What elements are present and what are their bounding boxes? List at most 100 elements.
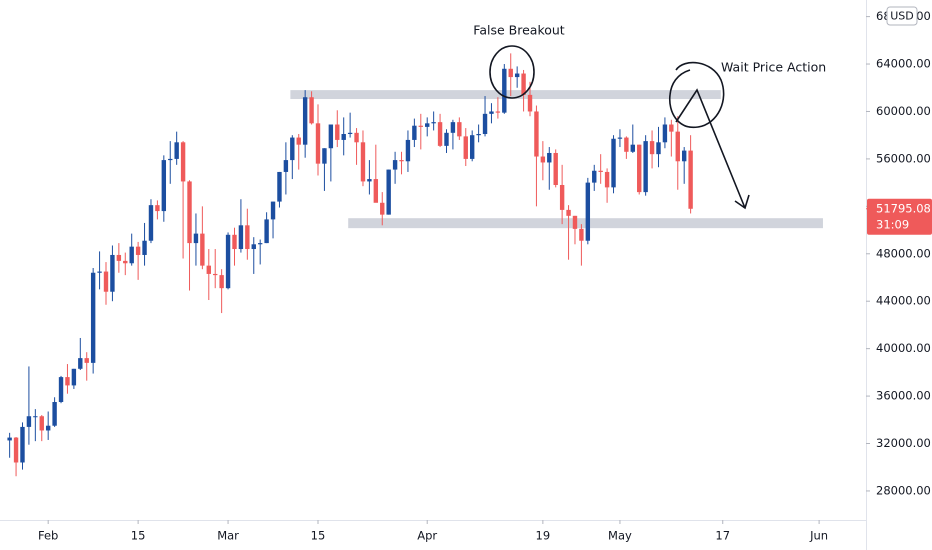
candle-body [7, 437, 12, 441]
candle-body [180, 142, 186, 182]
candle-body [675, 131, 680, 162]
x-tick-label: Apr [417, 529, 437, 543]
candle-body [514, 73, 520, 78]
candle-body [502, 68, 507, 113]
candle-body [219, 275, 224, 289]
candle-body [110, 254, 115, 292]
x-tick-label: Mar [217, 529, 239, 543]
candle-body [585, 182, 591, 241]
candle-body [13, 437, 19, 463]
candle-body [174, 142, 179, 159]
candle-body [559, 184, 565, 210]
candle-body [33, 416, 38, 418]
candle-body [547, 152, 552, 163]
annotation-text: Wait Price Action [721, 60, 826, 75]
candle-body [463, 136, 468, 159]
candle-body [592, 170, 597, 183]
candle-body [418, 125, 423, 127]
y-tick-label: 48000.00 [876, 246, 931, 260]
candle-body [315, 123, 321, 164]
candle-body [412, 125, 417, 140]
x-tick-label: 19 [536, 529, 551, 543]
candle-body [257, 243, 263, 245]
countdown-label: 31:09 [876, 217, 909, 231]
x-tick-label: 15 [131, 529, 146, 543]
candle-body [200, 233, 205, 266]
x-tick-label: May [608, 529, 632, 543]
candle-body [540, 156, 546, 163]
candle-body [232, 234, 237, 250]
candle-body [444, 132, 449, 146]
candle-body [553, 152, 558, 185]
candle-body [302, 97, 308, 145]
y-tick-label: 32000.00 [876, 436, 931, 450]
candle-body [656, 142, 661, 155]
candle-body [45, 425, 51, 431]
candle-body [213, 273, 218, 276]
candle-body [604, 171, 610, 188]
candle-body [681, 150, 687, 162]
candle-body [630, 144, 635, 152]
currency-badge[interactable] [886, 6, 918, 26]
candle-body [277, 171, 282, 202]
candle-body [148, 205, 154, 241]
annotation-text: False Breakout [473, 23, 565, 38]
candle-body [270, 201, 276, 220]
candle-body [392, 160, 398, 170]
currency-label: USD [890, 10, 914, 23]
candle-body [129, 246, 134, 264]
candle-body [572, 215, 578, 229]
candle-body [97, 271, 102, 273]
candle-body [58, 377, 64, 403]
candle-body [84, 358, 89, 363]
y-tick-label: 64000.00 [876, 57, 931, 71]
x-tick-label: Jun [809, 529, 828, 543]
candle-body [495, 111, 501, 113]
annotation-circle [669, 61, 725, 128]
last-price-box [867, 198, 932, 235]
candle-body [341, 134, 346, 140]
candle-body [534, 111, 539, 157]
candle-body [508, 68, 513, 78]
candle-body [335, 124, 340, 140]
y-tick-label: 44000.00 [876, 294, 931, 308]
candle-body [527, 94, 533, 112]
y-tick-label: 56000.00 [876, 151, 931, 165]
y-tick-label: 60000.00 [876, 104, 931, 118]
y-tick-label: 36000.00 [876, 389, 931, 403]
candle-body [103, 271, 109, 292]
candle-body [380, 202, 385, 215]
candle-body [193, 233, 199, 244]
x-tick-label: 17 [715, 529, 730, 543]
candle-body [431, 122, 436, 124]
candle-body [360, 142, 366, 182]
candle-body [123, 260, 128, 264]
candle-body [662, 124, 668, 143]
candle-body [566, 209, 571, 216]
candle-body [489, 111, 494, 114]
candle-body [347, 132, 353, 135]
candle-body [155, 205, 160, 212]
candle-body [290, 137, 295, 161]
candle-body [251, 244, 256, 250]
candle-body [328, 124, 334, 149]
candle-body [624, 137, 629, 152]
candle-body [39, 416, 44, 431]
annotation-circle [489, 45, 535, 99]
candle-body [245, 225, 250, 250]
candle-body [20, 426, 25, 463]
candle-body [78, 358, 83, 369]
candle-body [135, 246, 141, 255]
candle-body [649, 141, 655, 155]
candle-body [579, 228, 584, 241]
candle-body [225, 234, 231, 289]
candle-body [354, 132, 359, 143]
candle-body [688, 150, 693, 209]
candle-body [450, 122, 456, 133]
candle-body [309, 97, 314, 124]
candle-body [187, 181, 192, 244]
y-tick-label: 28000.00 [876, 483, 931, 497]
last-price-label: 51795.08 [876, 201, 931, 215]
